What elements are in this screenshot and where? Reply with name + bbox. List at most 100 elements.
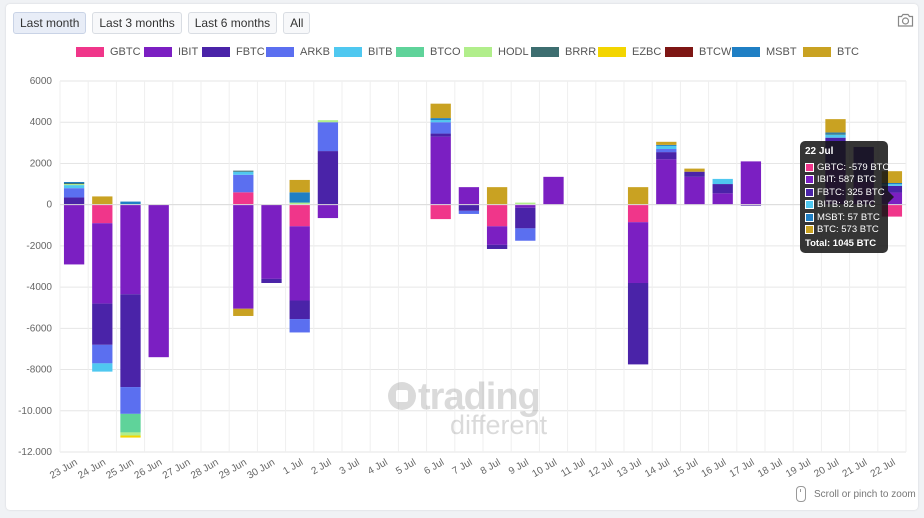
bar-segment-arkb[interactable] [92, 344, 113, 364]
bar-segment-fbtc[interactable] [486, 244, 508, 249]
legend-item-brrr[interactable]: BRRR [531, 46, 596, 58]
bar-segment-bitb[interactable] [233, 171, 254, 175]
bar-segment-btc[interactable] [92, 196, 113, 205]
bar-segment-btc[interactable] [233, 308, 254, 316]
filter-button-last-month[interactable]: Last month [13, 12, 87, 34]
bar-segment-msbt[interactable] [656, 144, 677, 146]
bar-segment-btco[interactable] [120, 413, 141, 433]
bar-segment-ibit[interactable] [148, 204, 169, 358]
bar-segment-ibit[interactable] [92, 223, 113, 304]
bar-segment-hodl[interactable] [515, 202, 536, 205]
bar-segment-fbtc[interactable] [684, 171, 705, 177]
bar-segment-ibit[interactable] [684, 176, 705, 205]
bar-segment-btc[interactable] [881, 171, 903, 184]
bar-segment-btc[interactable] [289, 179, 310, 193]
legend-item-btcw[interactable]: BTCW [665, 46, 731, 58]
bar-segment-btc[interactable] [684, 168, 705, 172]
bar-segment-hodl[interactable] [120, 432, 141, 436]
bar-segment-bitb[interactable] [656, 145, 677, 150]
filter-button-last-3-months[interactable]: Last 3 months [92, 12, 182, 34]
bar-segment-bitb[interactable] [430, 120, 451, 123]
bar-segment-gbtc[interactable] [486, 204, 508, 227]
bar-segment-bitb[interactable] [825, 134, 846, 138]
bar-segment-ibit[interactable] [515, 204, 536, 208]
bar-segment-msbt[interactable] [63, 181, 85, 184]
bar-segment-btc[interactable] [430, 103, 451, 119]
bar-segment-fbtc[interactable] [261, 278, 282, 283]
bar-segment-ibit[interactable] [63, 204, 85, 265]
bar-segment-fbtc[interactable] [317, 151, 339, 205]
bar-segment-arkb[interactable] [317, 122, 339, 152]
bar-segment-arkb[interactable] [430, 122, 451, 134]
bar-segment-ibit[interactable] [317, 204, 339, 219]
bar-segment-fbtc[interactable] [712, 184, 733, 194]
bar-segment-arkb[interactable] [120, 387, 141, 414]
legend-item-ezbc[interactable]: EZBC [598, 46, 661, 58]
bar-segment-arkb[interactable] [289, 319, 310, 333]
bar-segment-gbtc[interactable] [627, 204, 649, 223]
bar-segment-arkb[interactable] [656, 149, 677, 153]
bar-segment-ibit[interactable] [430, 136, 451, 205]
bar-segment-arkb[interactable] [458, 210, 480, 214]
bar-segment-gbtc[interactable] [881, 204, 903, 217]
bar-segment-btc[interactable] [486, 187, 508, 205]
bar-segment-fbtc[interactable] [740, 204, 762, 206]
bar-segment-fbtc[interactable] [92, 303, 113, 345]
bar-segment-brrr[interactable] [825, 133, 846, 135]
bar-segment-ezbc[interactable] [120, 435, 141, 438]
legend-item-msbt[interactable]: MSBT [732, 46, 797, 58]
bar-segment-ibit[interactable] [458, 187, 480, 205]
filter-button-last-6-months[interactable]: Last 6 months [187, 12, 278, 34]
bar-segment-bitb[interactable] [881, 184, 903, 186]
bar-segment-gbtc[interactable] [289, 204, 310, 227]
bar-segment-btc[interactable] [656, 141, 677, 145]
bar-segment-gbtc[interactable] [233, 192, 254, 205]
legend-item-gbtc[interactable]: GBTC [76, 46, 141, 58]
bar-segment-gbtc[interactable] [430, 204, 451, 220]
bar-segment-fbtc[interactable] [656, 152, 677, 160]
bar-segment-ibit[interactable] [656, 159, 677, 205]
bar-segment-msbt[interactable] [120, 201, 141, 205]
legend-item-fbtc[interactable]: FBTC [202, 46, 265, 58]
bar-segment-btc[interactable] [825, 119, 846, 133]
bar-segment-arkb[interactable] [515, 228, 536, 241]
bar-segment-bitb[interactable] [92, 363, 113, 372]
bar-segment-fbtc[interactable] [627, 282, 649, 365]
bar-segment-ibit[interactable] [120, 204, 141, 295]
bar-segment-ibit[interactable] [543, 176, 564, 205]
bar-segment-brrr[interactable] [63, 183, 85, 185]
bar-segment-ibit[interactable] [261, 204, 282, 279]
bar-segment-fbtc[interactable] [515, 207, 536, 229]
bar-segment-ibit[interactable] [289, 226, 310, 301]
bar-segment-ibit[interactable] [740, 161, 762, 205]
bar-segment-ibit[interactable] [233, 204, 254, 309]
bar-segment-msbt[interactable] [289, 192, 310, 203]
bar-segment-msbt[interactable] [430, 118, 451, 121]
bar-segment-fbtc[interactable] [289, 300, 310, 320]
bar-segment-btc[interactable] [627, 187, 649, 205]
bar-segment-brrr[interactable] [233, 170, 254, 172]
bar-segment-hodl[interactable] [63, 184, 85, 186]
bar-segment-arkb[interactable] [63, 188, 85, 198]
bar-segment-fbtc[interactable] [458, 204, 480, 211]
legend-item-btc[interactable]: BTC [803, 46, 859, 58]
camera-icon[interactable] [897, 12, 914, 28]
bar-segment-gbtc[interactable] [92, 204, 113, 224]
bar-segment-hodl[interactable] [317, 120, 339, 123]
legend-item-hodl[interactable]: HODL [464, 46, 529, 58]
bar-segment-ibit[interactable] [712, 193, 733, 205]
legend-item-btco[interactable]: BTCO [396, 46, 461, 58]
bar-segment-msbt[interactable] [825, 132, 846, 134]
bar-segment-fbtc[interactable] [430, 133, 451, 137]
legend-item-ibit[interactable]: IBIT [144, 46, 198, 58]
bar-segment-ibit[interactable] [627, 222, 649, 283]
filter-button-all[interactable]: All [283, 12, 311, 34]
bar-segment-fbtc[interactable] [63, 197, 85, 205]
bar-segment-msbt[interactable] [881, 183, 903, 185]
bar-segment-fbtc[interactable] [881, 185, 903, 193]
bar-segment-ibit[interactable] [486, 226, 508, 245]
bar-segment-hodl[interactable] [289, 202, 310, 205]
bar-segment-bitb[interactable] [63, 185, 85, 189]
legend-item-arkb[interactable]: ARKB [266, 46, 330, 58]
bar-segment-bitb[interactable] [712, 178, 733, 185]
